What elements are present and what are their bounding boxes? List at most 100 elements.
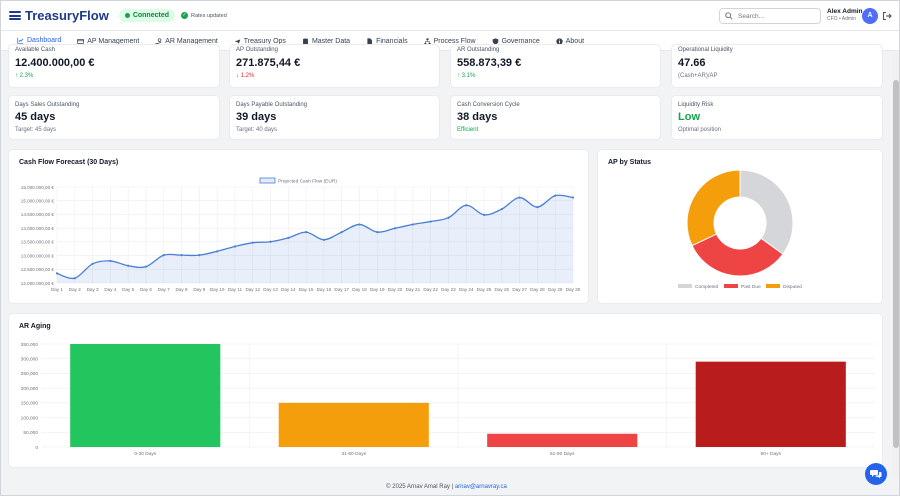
y-tick-label: 0 <box>35 445 38 451</box>
data-point[interactable] <box>251 241 254 244</box>
ap-status-chart: Completed Past Due Disputed <box>678 169 802 290</box>
y-tick-label: 15.000.000,00 € <box>21 199 55 204</box>
data-point[interactable] <box>144 265 148 268</box>
user-role: CFO • Admin <box>827 16 856 22</box>
x-tick-label: Day 25 <box>477 287 492 292</box>
tab-ap-management[interactable]: AP Management <box>69 31 147 51</box>
data-point[interactable] <box>91 262 94 265</box>
y-tick-label: 14.500.000,00 € <box>21 212 55 217</box>
connection-status-badge: Connected <box>118 9 175 22</box>
legend-swatch[interactable] <box>766 284 780 288</box>
data-point[interactable] <box>500 207 503 211</box>
legend-label[interactable]: Disputed <box>783 284 802 290</box>
data-point[interactable] <box>127 264 130 267</box>
bar[interactable] <box>70 344 221 447</box>
pie-slice[interactable] <box>691 233 784 277</box>
data-point[interactable] <box>109 259 112 263</box>
data-point[interactable] <box>233 245 237 248</box>
kpi-card-liquidity-risk: Liquidity Risk Low Optimal position <box>672 96 882 139</box>
tab-financials[interactable]: Financials <box>358 31 416 51</box>
x-tick-label: 31-60 Days <box>341 451 366 457</box>
x-tick-label: Day 13 <box>263 287 278 292</box>
data-point[interactable] <box>287 236 290 239</box>
arrow-up-icon: ↑ <box>15 73 18 79</box>
x-tick-label: 61-90 Days <box>550 451 575 457</box>
legend-swatch[interactable] <box>259 177 276 184</box>
data-point[interactable] <box>393 227 397 230</box>
data-point[interactable] <box>376 231 379 234</box>
data-point[interactable] <box>554 194 557 197</box>
status-dot-icon <box>124 13 130 18</box>
kpi-label: Days Payable Outstanding <box>236 102 308 108</box>
tab-process-flow[interactable]: Process Flow <box>416 31 484 51</box>
pie-slice[interactable] <box>686 169 741 247</box>
document-icon <box>367 37 373 45</box>
kpi-change: ↓ 1.2% <box>236 73 255 79</box>
pie-slice[interactable] <box>739 169 794 255</box>
kpi-label: Days Sales Outstanding <box>15 102 80 108</box>
x-tick-label: Day 9 <box>193 287 205 292</box>
data-point[interactable] <box>571 196 575 199</box>
chat-icon <box>870 470 882 479</box>
chat-button[interactable] <box>865 463 887 485</box>
legend-swatch[interactable] <box>678 284 692 288</box>
ap-status-title: AP by Status <box>608 159 652 166</box>
kpi-sub: Efficient <box>457 127 479 133</box>
bar[interactable] <box>487 433 638 447</box>
data-point[interactable] <box>411 223 414 226</box>
data-point[interactable] <box>447 216 450 219</box>
data-point[interactable] <box>269 240 272 243</box>
kpi-sub: Target: 40 days <box>236 127 278 133</box>
x-tick-label: Day 22 <box>423 287 438 292</box>
x-tick-label: Day 3 <box>87 287 99 292</box>
scrollbar-thumb[interactable] <box>893 80 899 448</box>
kpi-label: Operational Liquidity <box>678 47 733 53</box>
data-point[interactable] <box>518 196 521 199</box>
tab-treasury-ops[interactable]: Treasury Ops <box>226 31 294 51</box>
data-point[interactable] <box>482 213 486 216</box>
legend-label[interactable]: Completed <box>695 284 719 290</box>
shield-icon <box>492 37 498 45</box>
data-point[interactable] <box>358 223 361 226</box>
data-point[interactable] <box>305 231 308 234</box>
data-point[interactable] <box>465 204 468 207</box>
data-point[interactable] <box>55 272 59 275</box>
data-point[interactable] <box>322 238 325 241</box>
kpi-label: AR Outstanding <box>457 47 500 53</box>
tab-governance[interactable]: Governance <box>484 31 548 51</box>
tab-about[interactable]: About <box>548 31 592 51</box>
database-icon <box>302 37 308 45</box>
footer-email-link[interactable]: arnav@arnavray.ca <box>454 484 507 490</box>
data-point[interactable] <box>180 254 183 257</box>
data-point[interactable] <box>536 206 539 209</box>
logout-icon[interactable] <box>882 11 892 21</box>
data-point[interactable] <box>340 231 343 234</box>
data-point[interactable] <box>73 277 76 280</box>
avatar[interactable]: A <box>862 8 878 24</box>
data-point[interactable] <box>162 254 165 257</box>
brand-logo-text[interactable]: TreasuryFlow <box>25 8 109 23</box>
legend-swatch[interactable] <box>724 284 738 288</box>
kpi-label: Available Cash <box>15 47 55 53</box>
data-point[interactable] <box>429 220 432 223</box>
x-tick-label: 0-30 Days <box>134 451 156 457</box>
search-box[interactable] <box>719 8 821 24</box>
user-info: Alex Admin CFO • Admin <box>827 8 863 22</box>
data-point[interactable] <box>216 250 219 253</box>
ar-aging-title: AR Aging <box>19 323 51 330</box>
bar[interactable] <box>695 361 846 447</box>
bar[interactable] <box>278 402 429 447</box>
nav-item-label: Governance <box>501 37 540 45</box>
y-tick-label: 350,000 <box>21 342 39 348</box>
legend-label[interactable]: Past Due <box>741 284 761 290</box>
footer-text: © 2025 Arnav Amal Ray | <box>386 484 455 490</box>
tab-ar-management[interactable]: AR Management <box>147 31 226 51</box>
legend-label[interactable]: Projected Cash Flow (EUR) <box>278 179 337 185</box>
x-tick-label: Day 1 <box>51 287 63 292</box>
menu-icon[interactable] <box>9 11 21 20</box>
data-point[interactable] <box>198 254 201 257</box>
search-input[interactable] <box>738 12 818 20</box>
tab-master-data[interactable]: Master Data <box>294 31 358 51</box>
x-tick-label: Day 20 <box>388 287 403 292</box>
